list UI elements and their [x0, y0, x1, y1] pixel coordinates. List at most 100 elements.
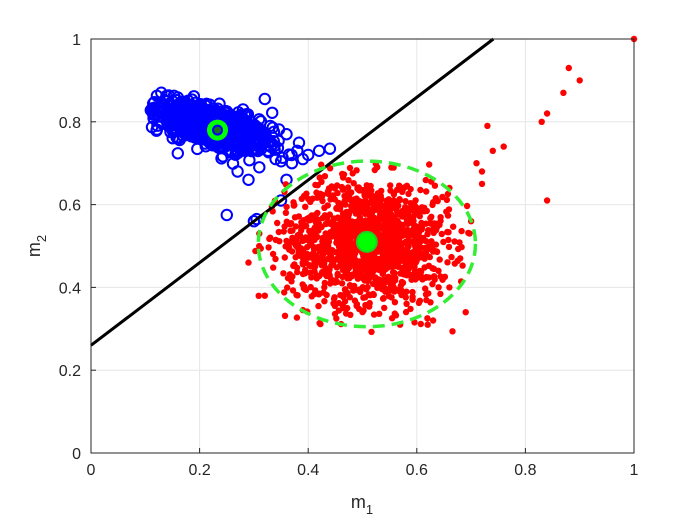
- red-data-point: [274, 219, 281, 227]
- red-data-point: [382, 288, 389, 295]
- red-data-point: [339, 170, 346, 178]
- red-data-point: [422, 291, 430, 298]
- x-axis-label: m1: [351, 492, 373, 517]
- red-data-point: [446, 284, 453, 291]
- red-data-point: [439, 193, 446, 201]
- red-data-point: [346, 164, 354, 172]
- red-data-point: [401, 271, 408, 278]
- red-data-point: [261, 292, 268, 299]
- red-data-point: [298, 223, 305, 230]
- red-data-point: [287, 220, 295, 227]
- red-data-point: [369, 255, 376, 262]
- blue-data-point: [291, 144, 304, 158]
- blue-data-point: [173, 133, 186, 147]
- red-data-point: [334, 270, 341, 278]
- red-data-point: [386, 256, 393, 263]
- red-data-point: [364, 283, 371, 291]
- red-data-point: [444, 259, 451, 266]
- dashed-boundary-circle: [256, 159, 478, 329]
- blue-data-point: [150, 123, 164, 136]
- red-data-point: [345, 264, 353, 272]
- red-data-point: [343, 233, 350, 241]
- red-data-point: [378, 187, 385, 195]
- red-data-point: [340, 258, 347, 265]
- red-data-point: [302, 222, 310, 230]
- red-data-point: [322, 230, 329, 237]
- red-data-point: [370, 311, 378, 318]
- red-data-point: [405, 212, 413, 220]
- red-data-point: [411, 319, 418, 326]
- red-data-point: [302, 203, 309, 210]
- red-data-point: [391, 269, 398, 277]
- red-data-point: [311, 244, 318, 251]
- red-data-point: [459, 262, 466, 269]
- blue-data-point: [323, 142, 337, 155]
- red-data-point: [344, 184, 352, 191]
- red-data-point: [399, 279, 407, 286]
- centroid-marker: [355, 230, 378, 253]
- red-data-point: [384, 278, 391, 285]
- red-data-point: [333, 315, 340, 322]
- red-data-point: [358, 217, 365, 225]
- red-data-point: [321, 173, 329, 180]
- red-data-point: [422, 285, 429, 292]
- red-data-point: [390, 164, 397, 171]
- red-data-point: [270, 264, 277, 271]
- red-data-point: [392, 231, 399, 238]
- red-data-point: [295, 246, 302, 253]
- red-data-point: [449, 328, 456, 335]
- red-data-point: [373, 264, 381, 271]
- blue-data-point: [242, 173, 255, 187]
- red-data-point: [473, 160, 480, 167]
- blue-data-point: [264, 119, 277, 133]
- red-data-point: [405, 265, 412, 273]
- blue-data-point: [233, 140, 246, 153]
- red-data-point: [356, 187, 363, 194]
- red-data-point: [396, 242, 404, 250]
- blue-data-point: [146, 102, 159, 116]
- red-data-point: [360, 272, 367, 279]
- red-data-point: [318, 246, 325, 253]
- red-data-point: [437, 214, 444, 221]
- red-data-point: [565, 64, 572, 72]
- red-data-point: [366, 299, 373, 307]
- red-data-point: [327, 253, 334, 260]
- red-data-point: [307, 269, 314, 276]
- red-data-point: [350, 180, 357, 187]
- red-data-point: [560, 89, 567, 97]
- red-data-point: [441, 273, 449, 280]
- red-data-point: [379, 270, 386, 277]
- red-data-point: [462, 309, 469, 316]
- blue-data-point: [253, 161, 266, 174]
- x-tick-label: 0.6: [406, 462, 428, 479]
- red-data-point: [342, 310, 350, 317]
- red-data-point: [301, 236, 308, 244]
- red-data-point: [338, 183, 346, 191]
- red-data-point: [357, 287, 364, 294]
- red-data-point: [436, 256, 443, 263]
- red-data-point: [500, 143, 507, 150]
- red-data-point: [380, 226, 387, 233]
- red-data-point: [360, 252, 367, 260]
- red-data-point: [435, 267, 442, 274]
- blue-data-point: [258, 92, 271, 106]
- red-data-point: [465, 229, 472, 237]
- red-data-point: [315, 190, 322, 198]
- red-data-point: [359, 260, 367, 267]
- red-data-point: [281, 289, 288, 296]
- red-data-point: [424, 321, 431, 328]
- red-data-point: [351, 297, 359, 304]
- red-data-point: [440, 238, 447, 246]
- red-data-point: [576, 77, 583, 84]
- red-data-point: [281, 312, 289, 319]
- red-data-point: [410, 225, 417, 233]
- red-data-point: [413, 204, 420, 212]
- red-data-point: [316, 319, 323, 327]
- red-data-point: [409, 288, 416, 296]
- red-data-point: [367, 182, 374, 190]
- red-data-point: [375, 222, 383, 230]
- red-data-point: [341, 192, 348, 200]
- red-data-point: [369, 196, 377, 203]
- red-data-point: [426, 245, 433, 252]
- y-tick-label: 0.8: [59, 115, 81, 132]
